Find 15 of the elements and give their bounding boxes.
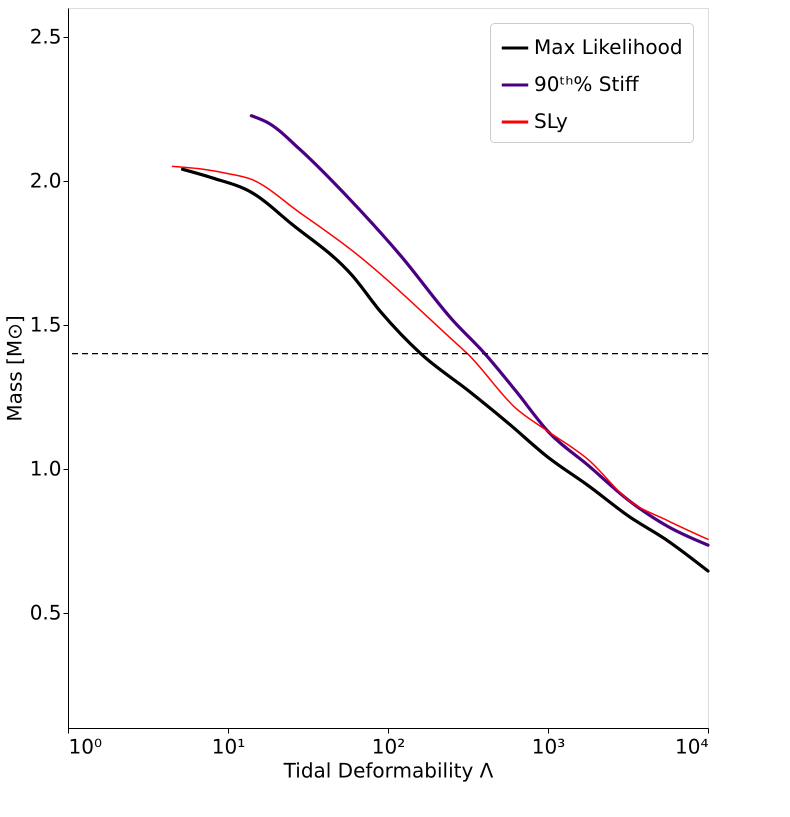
y-axis-title: Mass [M⊙] <box>2 315 27 422</box>
x-tick-label: 10³ <box>532 734 566 758</box>
y-tick-label: 1.0 <box>30 456 62 480</box>
legend-label: 90ᵗʰ% Stiff <box>534 72 640 96</box>
legend-label: Max Likelihood <box>534 35 683 59</box>
legend-label: SLy <box>534 109 568 133</box>
x-tick-label: 10² <box>372 734 406 758</box>
y-tick-label: 2.5 <box>30 24 62 48</box>
y-tick-label: 2.0 <box>30 168 62 192</box>
y-tick-label: 1.5 <box>30 312 62 336</box>
x-tick-label: 10⁰ <box>68 734 102 758</box>
x-axis-title: Tidal Deformability Λ <box>282 758 494 782</box>
x-tick-label: 10¹ <box>212 734 246 758</box>
y-tick-label: 0.5 <box>30 600 62 624</box>
x-tick-label: 10⁴ <box>675 734 708 758</box>
